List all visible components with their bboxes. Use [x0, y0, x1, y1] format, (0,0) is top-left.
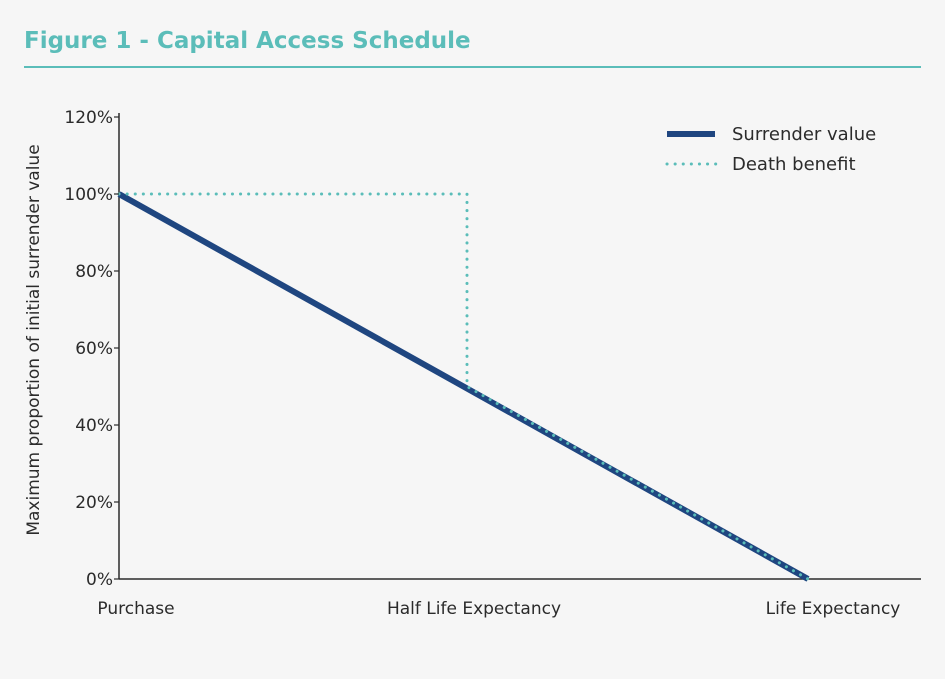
title-divider: [24, 66, 921, 68]
chart-legend: Surrender value Death benefit: [665, 124, 876, 175]
chart-ticks: 0% 20% 40% 60% 80% 100% 120% Purchase Half Life …: [64, 108, 900, 619]
y-tick-label: 80%: [75, 262, 113, 282]
y-tick-label: 0%: [86, 570, 113, 590]
figure-title: Figure 1 - Capital Access Schedule: [24, 28, 471, 54]
chart-axes: [118, 113, 921, 580]
x-tick-label: Purchase: [97, 599, 174, 619]
y-axis-title: Maximum proportion of initial surrender …: [24, 144, 44, 535]
y-tick-label: 40%: [75, 416, 113, 436]
y-tick-label: 120%: [64, 108, 113, 128]
legend-label-death-benefit: Death benefit: [732, 154, 856, 175]
chart-series: [117, 191, 810, 582]
legend-label-surrender-value: Surrender value: [732, 124, 876, 145]
y-tick-label: 100%: [64, 185, 113, 205]
x-tick-label: Life Expectancy: [766, 599, 901, 619]
series-line-death-benefit: [117, 192, 810, 581]
y-tick-label: 20%: [75, 493, 113, 513]
y-tick-label: 60%: [75, 339, 113, 359]
x-tick-label: Half Life Expectancy: [387, 599, 561, 619]
series-line-surrender-value: [117, 191, 810, 582]
